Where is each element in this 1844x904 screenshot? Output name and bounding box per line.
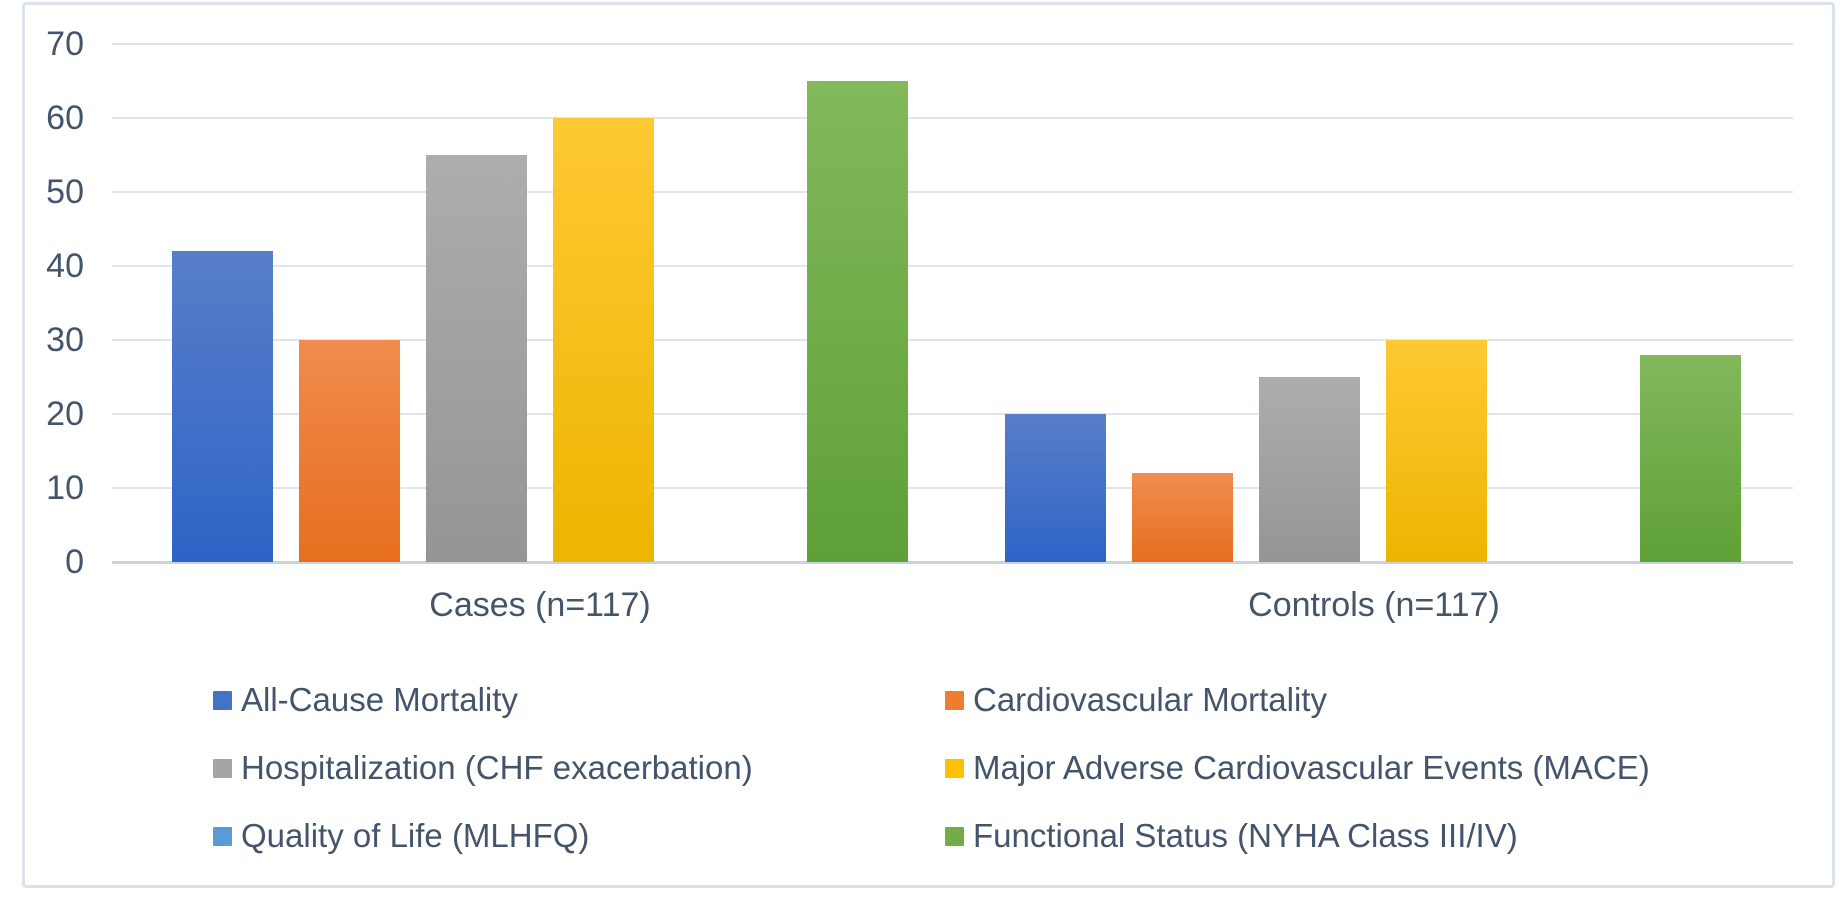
legend-label: Cardiovascular Mortality xyxy=(973,681,1327,718)
gridline xyxy=(112,413,1793,415)
category-label-controls: Controls (n=117) xyxy=(1248,586,1500,624)
y-axis-tick-label: 70 xyxy=(46,25,84,63)
chart-bar xyxy=(172,251,273,562)
y-axis-tick-label: 60 xyxy=(46,99,84,137)
gridline xyxy=(112,43,1793,45)
y-axis-tick-label: 0 xyxy=(65,543,84,581)
gridline xyxy=(112,191,1793,193)
y-axis-tick-label: 10 xyxy=(46,469,84,507)
legend-item: Hospitalization (CHF exacerbation) xyxy=(213,749,753,787)
gridline xyxy=(112,487,1793,489)
gridline xyxy=(112,117,1793,119)
legend-item: Quality of Life (MLHFQ) xyxy=(213,817,589,855)
legend-marker-icon xyxy=(213,690,232,710)
legend-item: Major Adverse Cardiovascular Events (MAC… xyxy=(945,749,1650,787)
legend-item: All-Cause Mortality xyxy=(213,681,518,719)
legend-label: Quality of Life (MLHFQ) xyxy=(241,817,590,854)
legend-label: All-Cause Mortality xyxy=(241,681,518,718)
legend-label: Functional Status (NYHA Class III/IV) xyxy=(973,817,1518,854)
gridline xyxy=(112,339,1793,341)
gridline xyxy=(112,265,1793,267)
chart-bar xyxy=(426,155,527,562)
chart-bar xyxy=(1005,414,1106,562)
chart-bar xyxy=(1132,473,1233,562)
y-axis-tick-label: 40 xyxy=(46,247,84,285)
legend-marker-icon xyxy=(213,758,232,778)
chart-bar xyxy=(1259,377,1360,562)
legend-marker-icon xyxy=(213,826,232,846)
y-axis-tick-label: 20 xyxy=(46,395,84,433)
x-axis-line xyxy=(112,561,1793,564)
legend-marker-icon xyxy=(945,758,964,778)
y-axis-tick-label: 30 xyxy=(46,321,84,359)
legend-marker-icon xyxy=(945,690,964,710)
legend-label: Major Adverse Cardiovascular Events (MAC… xyxy=(973,749,1650,786)
chart-bar xyxy=(1640,355,1741,562)
legend-label: Hospitalization (CHF exacerbation) xyxy=(241,749,753,786)
chart-bar xyxy=(1386,340,1487,562)
legend-item: Functional Status (NYHA Class III/IV) xyxy=(945,817,1518,855)
legend-marker-icon xyxy=(945,826,964,846)
category-label-cases: Cases (n=117) xyxy=(429,586,651,624)
chart-bar xyxy=(299,340,400,562)
chart-bar xyxy=(807,81,908,562)
legend-item: Cardiovascular Mortality xyxy=(945,681,1327,719)
y-axis-tick-label: 50 xyxy=(46,173,84,211)
chart-bar xyxy=(553,118,654,562)
